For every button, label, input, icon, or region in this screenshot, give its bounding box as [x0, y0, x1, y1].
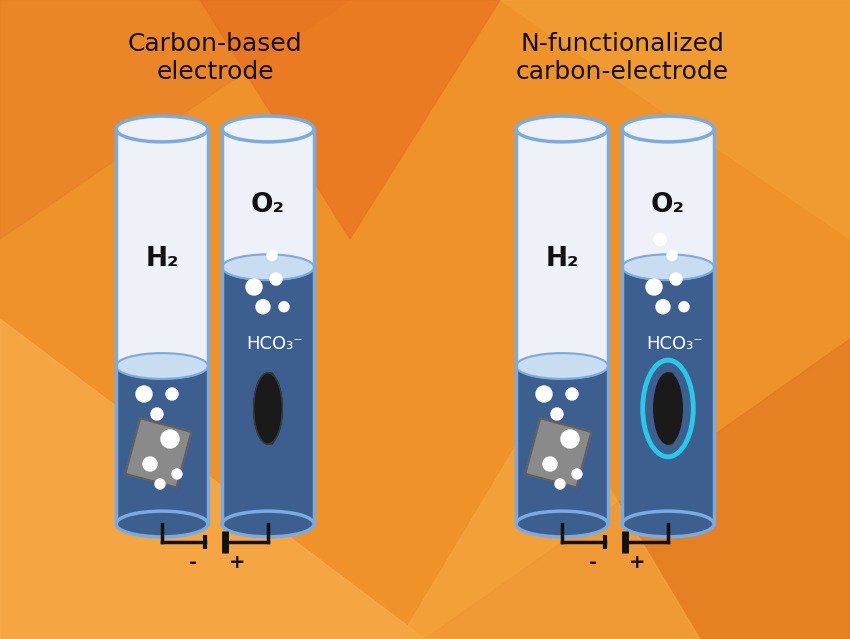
Ellipse shape — [622, 511, 714, 537]
Bar — [516, 366, 608, 524]
Text: N-functionalized: N-functionalized — [520, 32, 724, 56]
Circle shape — [270, 273, 282, 285]
Ellipse shape — [516, 353, 608, 379]
Bar — [116, 129, 208, 366]
Ellipse shape — [222, 254, 314, 280]
Circle shape — [267, 250, 277, 261]
Polygon shape — [200, 0, 500, 239]
Circle shape — [566, 388, 578, 400]
Circle shape — [155, 479, 165, 489]
Circle shape — [555, 479, 565, 489]
Text: Carbon-based: Carbon-based — [128, 32, 303, 56]
Circle shape — [256, 300, 270, 314]
Circle shape — [670, 273, 682, 285]
Bar — [222, 267, 314, 524]
Ellipse shape — [666, 373, 677, 444]
Text: +: + — [229, 553, 246, 573]
Bar — [116, 366, 208, 524]
Circle shape — [166, 388, 178, 400]
Polygon shape — [125, 419, 191, 488]
Circle shape — [572, 469, 582, 479]
Circle shape — [246, 279, 262, 295]
Text: -: - — [589, 553, 597, 573]
Circle shape — [551, 408, 563, 420]
Text: electrode: electrode — [156, 60, 274, 84]
Polygon shape — [0, 319, 425, 639]
Circle shape — [536, 386, 552, 402]
Ellipse shape — [622, 116, 714, 142]
Text: +: + — [629, 553, 645, 573]
Circle shape — [151, 408, 163, 420]
Ellipse shape — [254, 373, 282, 444]
Polygon shape — [525, 419, 592, 488]
Circle shape — [172, 469, 182, 479]
Circle shape — [646, 279, 662, 295]
Circle shape — [667, 250, 677, 261]
Bar — [622, 267, 714, 524]
Text: O₂: O₂ — [251, 192, 285, 218]
Text: -: - — [189, 553, 197, 573]
Ellipse shape — [622, 254, 714, 280]
Circle shape — [279, 302, 289, 312]
Circle shape — [143, 457, 157, 471]
Ellipse shape — [516, 511, 608, 537]
Circle shape — [161, 430, 179, 448]
Bar — [222, 129, 314, 267]
Text: O₂: O₂ — [651, 192, 685, 218]
Circle shape — [561, 430, 579, 448]
Circle shape — [543, 457, 557, 471]
Text: H₂: H₂ — [145, 247, 178, 272]
Circle shape — [654, 234, 666, 245]
Bar — [622, 129, 714, 267]
Polygon shape — [425, 339, 850, 639]
Ellipse shape — [654, 373, 683, 444]
Text: carbon-electrode: carbon-electrode — [515, 60, 728, 84]
Ellipse shape — [516, 116, 608, 142]
Ellipse shape — [116, 353, 208, 379]
Ellipse shape — [116, 511, 208, 537]
Ellipse shape — [222, 511, 314, 537]
Circle shape — [679, 302, 689, 312]
Bar — [516, 129, 608, 366]
Text: H₂: H₂ — [545, 247, 579, 272]
Ellipse shape — [116, 116, 208, 142]
Polygon shape — [0, 0, 350, 239]
Text: HCO₃⁻: HCO₃⁻ — [647, 335, 703, 353]
Circle shape — [656, 300, 670, 314]
Polygon shape — [500, 0, 850, 239]
Polygon shape — [400, 389, 700, 639]
Ellipse shape — [222, 116, 314, 142]
Text: HCO₃⁻: HCO₃⁻ — [246, 335, 303, 353]
Circle shape — [136, 386, 152, 402]
Ellipse shape — [266, 373, 277, 444]
